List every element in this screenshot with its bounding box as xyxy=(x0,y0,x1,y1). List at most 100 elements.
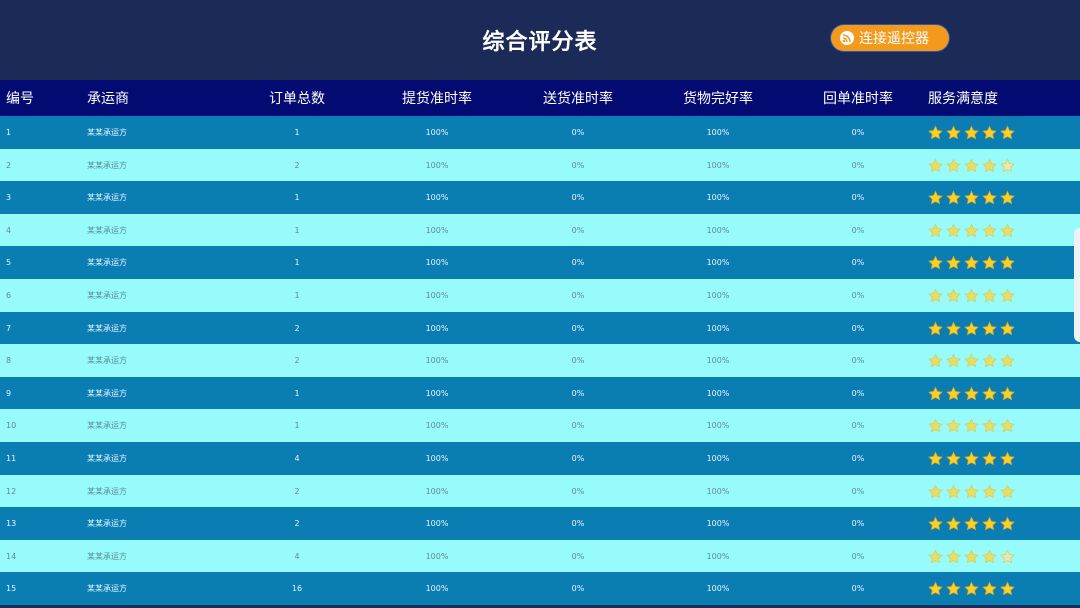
star-icon xyxy=(928,581,943,596)
cell-receipt-rate: 0% xyxy=(851,551,865,561)
cell-id: 11 xyxy=(6,454,17,463)
star-icon xyxy=(946,321,961,335)
cell-pickup-rate: 100% xyxy=(425,323,449,333)
star-icon xyxy=(1000,255,1015,270)
cell-delivery-rate: 0% xyxy=(571,454,585,463)
star-icon xyxy=(982,549,997,564)
cell-receipt-rate: 0% xyxy=(851,454,865,463)
cell-pickup-rate: 100% xyxy=(425,128,449,137)
cell-orders: 1 xyxy=(294,225,300,235)
cell-receipt-rate: 0% xyxy=(851,291,865,300)
star-icon xyxy=(982,484,997,498)
star-icon xyxy=(982,158,997,172)
table-row[interactable]: 12 某某承运方 2 100% 0% 100% 0% xyxy=(0,474,1080,508)
satisfaction-rating xyxy=(928,116,1015,149)
table-row[interactable]: 1 某某承运方 1 100% 0% 100% 0% xyxy=(0,116,1080,149)
cell-id: 10 xyxy=(6,421,17,431)
table-row[interactable]: 15 某某承运方 16 100% 0% 100% 0% xyxy=(0,572,1080,606)
cell-id: 13 xyxy=(6,519,17,529)
table-row[interactable]: 2 某某承运方 2 100% 0% 100% 0% xyxy=(0,148,1080,182)
cell-carrier: 某某承运方 xyxy=(87,486,127,496)
table-row[interactable]: 5 某某承运方 1 100% 0% 100% 0% xyxy=(0,246,1080,280)
star-icon xyxy=(928,125,943,140)
satisfaction-rating xyxy=(928,377,1015,410)
star-icon xyxy=(946,386,961,401)
cell-id: 9 xyxy=(6,388,12,398)
column-header-orders: 订单总数 xyxy=(269,91,325,107)
star-icon xyxy=(964,451,979,466)
cell-carrier: 某某承运方 xyxy=(87,193,127,203)
star-icon xyxy=(982,223,997,238)
cell-orders: 1 xyxy=(294,128,300,137)
cell-intact-rate: 100% xyxy=(706,225,730,235)
cell-orders: 4 xyxy=(294,551,300,561)
cell-pickup-rate: 100% xyxy=(425,551,449,561)
satisfaction-rating xyxy=(928,572,1015,605)
star-icon xyxy=(964,223,979,238)
cell-receipt-rate: 0% xyxy=(851,128,865,137)
cell-carrier: 某某承运方 xyxy=(87,258,127,268)
table-row[interactable]: 9 某某承运方 1 100% 0% 100% 0% xyxy=(0,376,1080,410)
table-row[interactable]: 14 某某承运方 4 100% 0% 100% 0% xyxy=(0,539,1080,573)
cell-carrier: 某某承运方 xyxy=(87,225,127,235)
table-row[interactable]: 13 某某承运方 2 100% 0% 100% 0% xyxy=(0,507,1080,541)
cell-orders: 2 xyxy=(294,519,300,529)
star-icon xyxy=(964,255,979,270)
column-header-receipt-rate: 回单准时率 xyxy=(823,91,893,107)
star-icon xyxy=(982,255,997,270)
table-row[interactable]: 3 某某承运方 1 100% 0% 100% 0% xyxy=(0,181,1080,215)
table-row[interactable]: 11 某某承运方 4 100% 0% 100% 0% xyxy=(0,442,1080,475)
star-icon xyxy=(1000,321,1015,335)
star-icon xyxy=(946,223,961,238)
star-icon xyxy=(964,288,979,303)
star-icon xyxy=(946,158,961,172)
cell-delivery-rate: 0% xyxy=(571,421,585,431)
star-icon xyxy=(964,418,979,433)
star-icon xyxy=(928,386,943,401)
star-icon xyxy=(928,418,943,433)
cell-orders: 2 xyxy=(294,356,300,366)
table-row[interactable]: 6 某某承运方 1 100% 0% 100% 0% xyxy=(0,279,1080,312)
column-header-satisfaction: 服务满意度 xyxy=(928,91,998,107)
star-icon xyxy=(964,190,979,205)
cell-receipt-rate: 0% xyxy=(851,486,865,496)
cell-pickup-rate: 100% xyxy=(425,454,449,463)
side-panel-handle[interactable] xyxy=(1074,228,1080,342)
cell-intact-rate: 100% xyxy=(706,258,730,268)
connect-remote-label: 连接遥控器 xyxy=(859,31,929,47)
column-header-id: 编号 xyxy=(6,91,34,107)
satisfaction-rating xyxy=(928,246,1015,279)
cell-receipt-rate: 0% xyxy=(851,388,865,398)
connect-remote-button[interactable]: 连接遥控器 xyxy=(831,25,949,51)
cell-delivery-rate: 0% xyxy=(571,128,585,137)
cell-delivery-rate: 0% xyxy=(571,160,585,170)
cell-orders: 1 xyxy=(294,291,300,300)
bottom-border xyxy=(0,605,1080,608)
star-icon xyxy=(1000,484,1015,498)
table-row[interactable]: 4 某某承运方 1 100% 0% 100% 0% xyxy=(0,213,1080,247)
cell-id: 1 xyxy=(6,128,12,137)
table-row[interactable]: 10 某某承运方 1 100% 0% 100% 0% xyxy=(0,409,1080,443)
cell-id: 15 xyxy=(6,584,17,594)
satisfaction-rating xyxy=(928,344,1015,377)
cell-id: 14 xyxy=(6,551,17,561)
cell-id: 2 xyxy=(6,160,12,170)
star-icon xyxy=(928,484,943,498)
table-row[interactable]: 7 某某承运方 2 100% 0% 100% 0% xyxy=(0,311,1080,345)
column-header-intact-rate: 货物完好率 xyxy=(683,91,753,107)
cell-id: 6 xyxy=(6,291,12,300)
star-icon xyxy=(964,386,979,401)
satisfaction-rating xyxy=(928,409,1015,442)
star-icon xyxy=(1000,516,1015,531)
cell-id: 5 xyxy=(6,258,12,268)
cell-pickup-rate: 100% xyxy=(425,291,449,300)
cell-carrier: 某某承运方 xyxy=(87,551,127,561)
table-row[interactable]: 8 某某承运方 2 100% 0% 100% 0% xyxy=(0,344,1080,378)
cell-orders: 2 xyxy=(294,160,300,170)
star-icon xyxy=(982,353,997,368)
cell-pickup-rate: 100% xyxy=(425,225,449,235)
satisfaction-rating xyxy=(928,214,1015,247)
star-icon xyxy=(946,353,961,368)
cell-receipt-rate: 0% xyxy=(851,193,865,203)
cell-receipt-rate: 0% xyxy=(851,356,865,366)
